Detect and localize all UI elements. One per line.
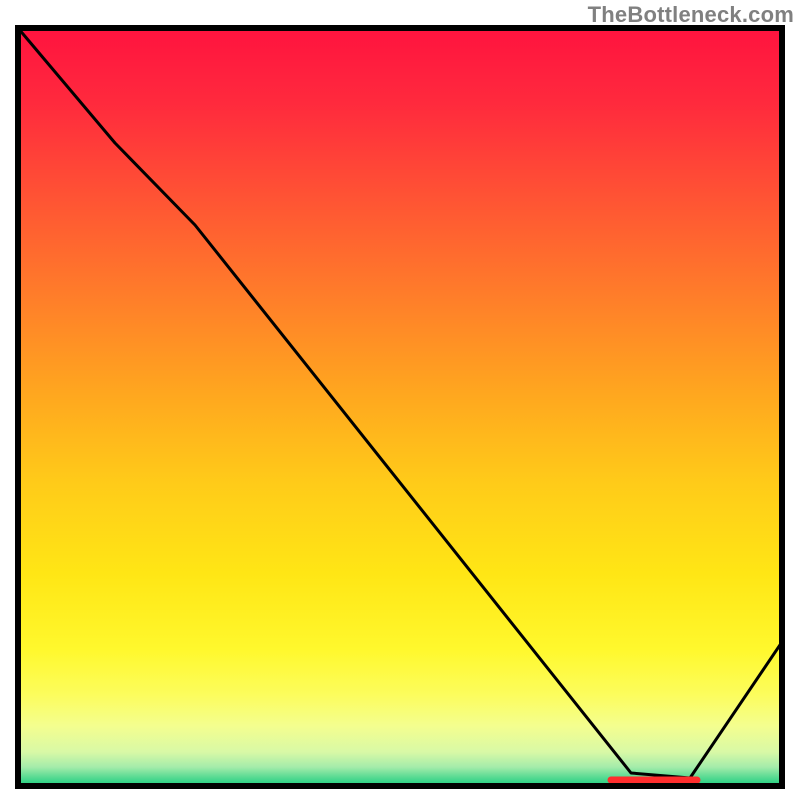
bottleneck-chart	[0, 0, 800, 800]
chart-container: TheBottleneck.com	[0, 0, 800, 800]
watermark-text: TheBottleneck.com	[588, 2, 794, 28]
gradient-background	[18, 28, 782, 786]
